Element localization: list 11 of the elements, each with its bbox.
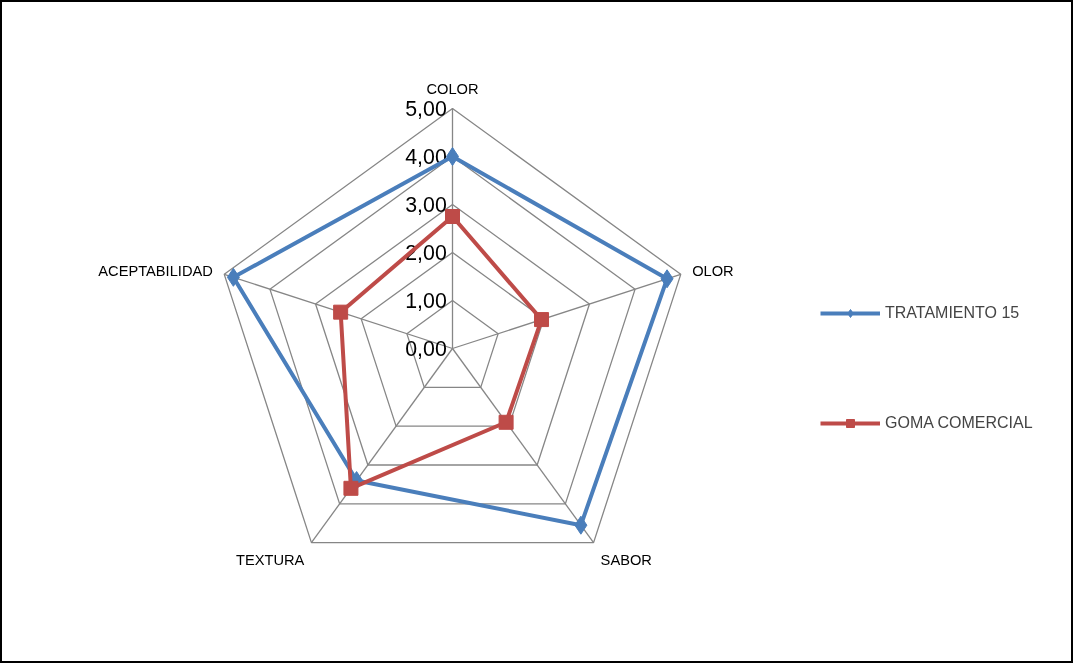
y-tick-label: 1,00 (405, 289, 447, 313)
spoke-label: OLOR (692, 262, 734, 279)
spoke-label: SABOR (600, 552, 652, 569)
y-tick-label: 3,00 (405, 193, 447, 217)
legend-label: TRATAMIENTO 15 (885, 304, 1020, 322)
spoke-label: ACEPTABILIDAD (98, 262, 213, 279)
y-tick-label: 0,00 (405, 337, 447, 361)
spoke-label: COLOR (426, 80, 479, 97)
legend-label: GOMA COMERCIAL (885, 414, 1033, 432)
spoke-label: TEXTURA (235, 552, 305, 569)
y-tick-label: 5,00 (405, 97, 447, 121)
